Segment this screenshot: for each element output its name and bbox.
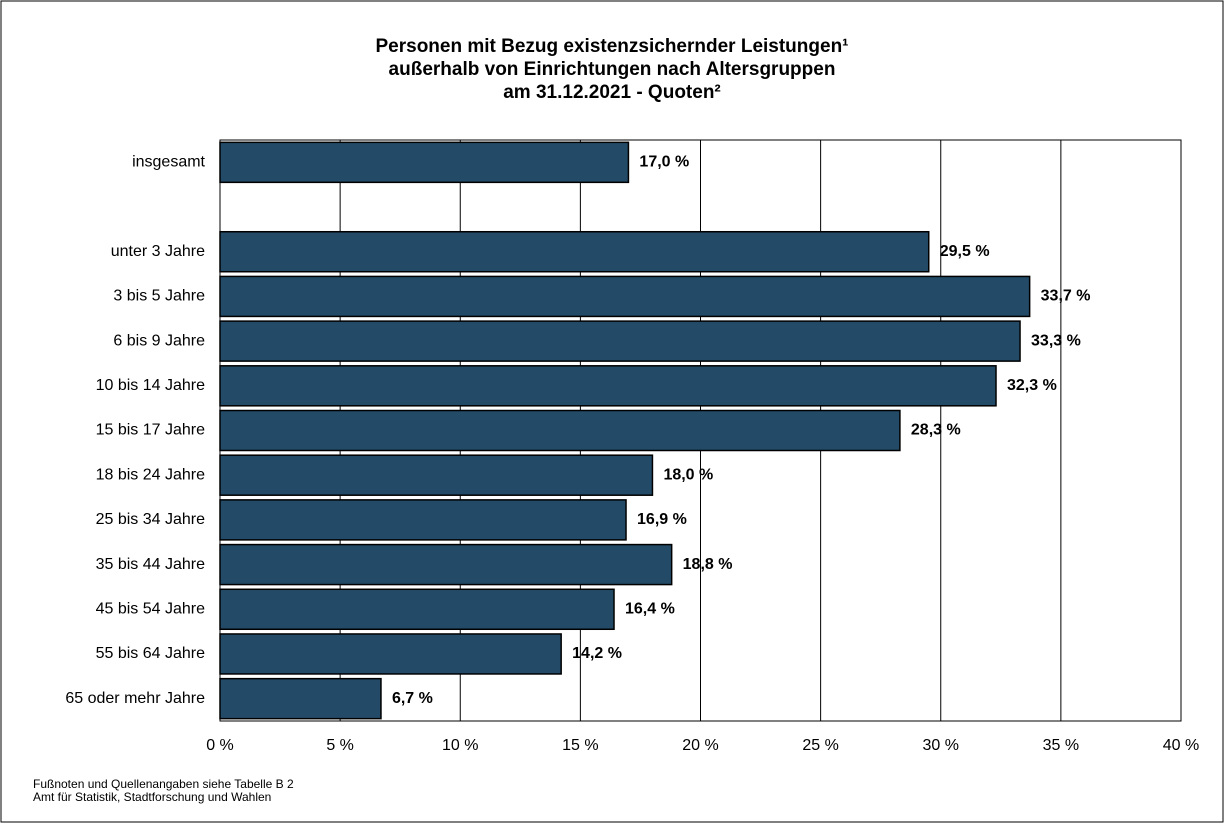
bar [219, 633, 562, 675]
y-tick-label: 45 bis 54 Jahre [96, 600, 206, 617]
bar [219, 141, 630, 184]
chart-title: am 31.12.2021 - Quoten² [503, 82, 721, 103]
data-label: 17,0 % [639, 154, 689, 171]
bar [219, 320, 1021, 362]
note: Fußnoten und Quellenangaben siehe Tabell… [33, 777, 294, 791]
y-tick-label: 15 bis 17 Jahre [96, 422, 206, 439]
data-label: 18,0 % [663, 466, 713, 483]
data-label: 28,3 % [911, 422, 961, 439]
y-tick-label: 25 bis 34 Jahre [96, 511, 206, 528]
y-tick-label: 55 bis 64 Jahre [96, 645, 206, 662]
bar [219, 588, 615, 631]
chart-title: außerhalb von Einrichtungen nach Altersg… [389, 59, 836, 80]
data-label: 14,2 % [572, 645, 622, 662]
bar [219, 677, 382, 720]
x-tick-label: 15 % [562, 737, 598, 754]
bar [219, 230, 930, 273]
bar [219, 365, 997, 407]
data-label: 6,7 % [392, 690, 433, 707]
data-label: 16,9 % [637, 511, 687, 528]
chart-title: Personen mit Bezug existenzsichernder Le… [376, 36, 849, 57]
x-tick-label: 40 % [1163, 737, 1199, 754]
y-tick-label: 10 bis 14 Jahre [96, 377, 206, 394]
bar [219, 409, 901, 452]
y-tick-label: unter 3 Jahre [111, 243, 205, 260]
note: Amt für Statistik, Stadtforschung und Wa… [33, 790, 271, 804]
x-tick-label: 0 % [206, 737, 234, 754]
data-label: 33,3 % [1031, 332, 1081, 349]
y-tick-label: 18 bis 24 Jahre [96, 466, 206, 483]
data-label: 32,3 % [1007, 377, 1057, 394]
y-tick-label: insgesamt [132, 154, 205, 171]
x-tick-label: 5 % [326, 737, 354, 754]
x-tick-label: 10 % [442, 737, 478, 754]
bar [219, 499, 627, 541]
x-tick-label: 20 % [682, 737, 718, 754]
y-tick-label: 65 oder mehr Jahre [65, 690, 205, 707]
x-tick-label: 25 % [802, 737, 838, 754]
bar [219, 543, 673, 586]
y-tick-label: 6 bis 9 Jahre [113, 332, 205, 349]
bar [219, 275, 1031, 318]
data-label: 29,5 % [940, 243, 990, 260]
data-label: 33,7 % [1041, 288, 1091, 305]
y-tick-label: 35 bis 44 Jahre [96, 556, 206, 573]
data-label: 18,8 % [683, 556, 733, 573]
bar [219, 454, 654, 496]
y-tick-label: 3 bis 5 Jahre [113, 288, 205, 305]
x-tick-label: 35 % [1043, 737, 1079, 754]
x-tick-label: 30 % [923, 737, 959, 754]
data-label: 16,4 % [625, 600, 675, 617]
